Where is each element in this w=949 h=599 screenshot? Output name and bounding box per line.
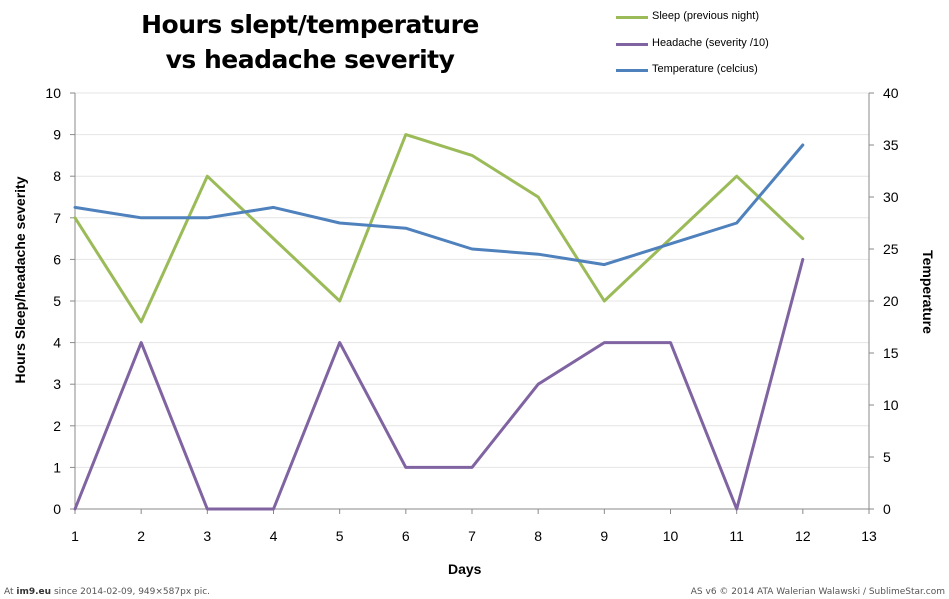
- chart-title-line1: Hours slept/temperature: [141, 10, 479, 39]
- footer-prefix: At: [4, 587, 14, 597]
- x-tick-label-6: 6: [402, 528, 410, 544]
- legend-label-temperature: Temperature (celcius): [652, 63, 758, 75]
- y2-tick-label-35: 35: [883, 137, 899, 153]
- x-tick-label-5: 5: [336, 528, 344, 544]
- y2-tick-label-10: 10: [883, 397, 899, 413]
- y2-tick-label-15: 15: [883, 345, 899, 361]
- tick-labels: 1 2 3 4 5 6 7 8 9 10 11 12 1301234567891005101520253…: [45, 85, 898, 544]
- footer-credit-right: AS v6 © 2014 ATA Walerian Walawski / Sub…: [690, 587, 945, 597]
- y2-axis-title: Temperature: [920, 250, 936, 334]
- y-tick-label-0: 0: [53, 501, 61, 517]
- y-tick-label-7: 7: [53, 210, 61, 226]
- y-tick-label-4: 4: [53, 335, 61, 351]
- y2-tick-label-30: 30: [883, 189, 899, 205]
- series-line-headache: [73, 257, 805, 511]
- y-tick-label-1: 1: [53, 459, 61, 475]
- y2-tick-label-40: 40: [883, 85, 899, 101]
- x-tick-label-2: 2: [137, 528, 145, 544]
- x-tick-label-3: 3: [203, 528, 211, 544]
- footer-credit-left: At im9.eu since 2014-02-09, 949×587px pi…: [4, 587, 210, 597]
- x-tick-label-9: 9: [600, 528, 608, 544]
- y-tick-label-6: 6: [53, 251, 61, 267]
- series-lines: [73, 133, 805, 511]
- y2-tick-label-25: 25: [883, 241, 899, 257]
- legend-label-sleep: Sleep (previous night): [652, 10, 760, 22]
- legend-line-temperature: [616, 69, 648, 72]
- footer-site[interactable]: im9.eu: [16, 587, 52, 597]
- y2-tick-label-5: 5: [883, 449, 891, 465]
- chart-title-line2: vs headache severity: [165, 45, 455, 74]
- y-axis-title: Hours Sleep/headache severity: [12, 176, 28, 384]
- legend-line-headache: [616, 43, 648, 46]
- y-tick-label-8: 8: [53, 168, 61, 184]
- series-line-temperature: [73, 143, 805, 267]
- gridlines: [75, 92, 869, 468]
- y-tick-label-2: 2: [53, 418, 61, 434]
- y-tick-label-9: 9: [53, 127, 61, 143]
- y-tick-label-5: 5: [53, 293, 61, 309]
- x-tick-label-7: 7: [468, 528, 476, 544]
- x-tick-label-10: 10: [663, 528, 679, 544]
- x-tick-label-4: 4: [270, 528, 278, 544]
- x-tick-label-13: 13: [861, 528, 877, 544]
- x-tick-label-1: 1: [71, 528, 79, 544]
- x-tick-label-11: 11: [729, 528, 744, 544]
- legend-label-headache: Headache (severity /10): [652, 37, 769, 49]
- y-tick-label-10: 10: [45, 85, 61, 101]
- x-tick-label-8: 8: [534, 528, 542, 544]
- x-tick-label-12: 12: [795, 528, 811, 544]
- x-axis-title: Days: [448, 561, 482, 577]
- y2-tick-label-0: 0: [883, 501, 891, 517]
- footer-rest: since 2014-02-09, 949×587px pic.: [53, 587, 211, 597]
- y2-tick-label-20: 20: [883, 293, 899, 309]
- series-line-sleep: [73, 133, 805, 324]
- y-tick-label-3: 3: [53, 376, 61, 392]
- legend-line-sleep: [616, 16, 648, 19]
